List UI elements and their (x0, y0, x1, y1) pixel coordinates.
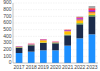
bar-segment (28, 44, 35, 45)
bar-segment (40, 43, 47, 50)
bar-segment (28, 45, 35, 51)
bar-segment (89, 12, 96, 14)
bar-segment (76, 24, 83, 38)
bar-segment (28, 44, 35, 45)
grid-line (13, 3, 98, 4)
bar-segment (40, 50, 47, 63)
bar-segment (89, 11, 96, 12)
bar-segment (16, 47, 23, 48)
x-tick-label: 2019 (38, 64, 49, 70)
x-tick-label: 2023 (86, 64, 97, 70)
bar-segment (76, 17, 83, 19)
bar-segment (52, 42, 59, 43)
bar-segment (52, 42, 59, 43)
bar-segment (16, 47, 23, 48)
bar-segment (16, 46, 23, 47)
bar-segment (52, 42, 59, 43)
bar-segment (16, 53, 23, 63)
x-tick-label: 2022 (74, 64, 85, 70)
grid-line (13, 23, 98, 24)
bar-segment (28, 44, 35, 45)
bar-segment (89, 6, 96, 8)
bar-segment (52, 41, 59, 42)
bar-segment (52, 50, 59, 63)
bar-segment (76, 16, 83, 18)
y-tick-label: 0 (9, 59, 12, 65)
bar-segment (40, 40, 47, 42)
y-tick-label: 200 (3, 46, 12, 52)
y-tick-label: 600 (3, 19, 12, 25)
y-tick-label: 700 (3, 13, 12, 19)
bar-segment (76, 18, 83, 20)
bar-segment (89, 16, 96, 34)
bar-segment (64, 29, 71, 30)
bar-segment (89, 14, 96, 15)
bar-segment (76, 21, 83, 23)
bar-segment (89, 8, 96, 9)
bar-segment (16, 46, 23, 47)
y-tick-label: 900 (3, 0, 12, 5)
chart: 0100200300400500600700800900 201720182019… (0, 0, 100, 71)
bar-segment (40, 39, 47, 40)
bar-segment (64, 46, 71, 63)
bar-segment (40, 39, 47, 40)
grid-line (13, 36, 98, 37)
bar-segment (28, 43, 35, 44)
y-tick-label: 800 (3, 6, 12, 12)
grid-line (13, 9, 98, 10)
bar-segment (76, 18, 83, 20)
bar-segment (52, 43, 59, 50)
y-tick-label: 100 (3, 53, 12, 59)
bar-segment (89, 10, 96, 11)
bar-segment (64, 30, 71, 32)
x-tick-label: 2017 (14, 64, 25, 70)
bar-segment (64, 30, 71, 31)
bar-segment (16, 46, 23, 47)
y-tick-label: 300 (3, 39, 12, 45)
y-tick-label: 400 (3, 33, 12, 39)
bar-segment (89, 34, 96, 63)
bar-segment (16, 46, 23, 47)
bar-segment (16, 48, 23, 53)
bar-segment (28, 43, 35, 44)
grid-line (13, 16, 98, 17)
y-tick-label: 500 (3, 26, 12, 32)
bar-segment (28, 44, 35, 45)
x-tick-label: 2020 (50, 64, 61, 70)
bar-segment (76, 38, 83, 63)
x-tick-label: 2018 (26, 64, 37, 70)
y-axis (13, 3, 14, 63)
bar-segment (28, 43, 35, 44)
x-tick-label: 2021 (62, 64, 73, 70)
bar-segment (40, 39, 47, 40)
bar-segment (64, 31, 71, 33)
bars (16, 6, 96, 63)
bar-segment (16, 46, 23, 47)
bar-segment (89, 15, 96, 16)
bar-segment (64, 29, 71, 30)
bar-segment (52, 42, 59, 44)
bar-segment (52, 41, 59, 42)
bar-segment (64, 35, 71, 45)
bar-segment (52, 41, 59, 42)
grid-line (13, 29, 98, 30)
bar-segment (76, 23, 83, 24)
bar-segment (40, 40, 47, 41)
bar-segment (40, 39, 47, 40)
bar-segment (76, 19, 83, 20)
bar-segment (28, 52, 35, 63)
bar-segment (64, 32, 71, 35)
